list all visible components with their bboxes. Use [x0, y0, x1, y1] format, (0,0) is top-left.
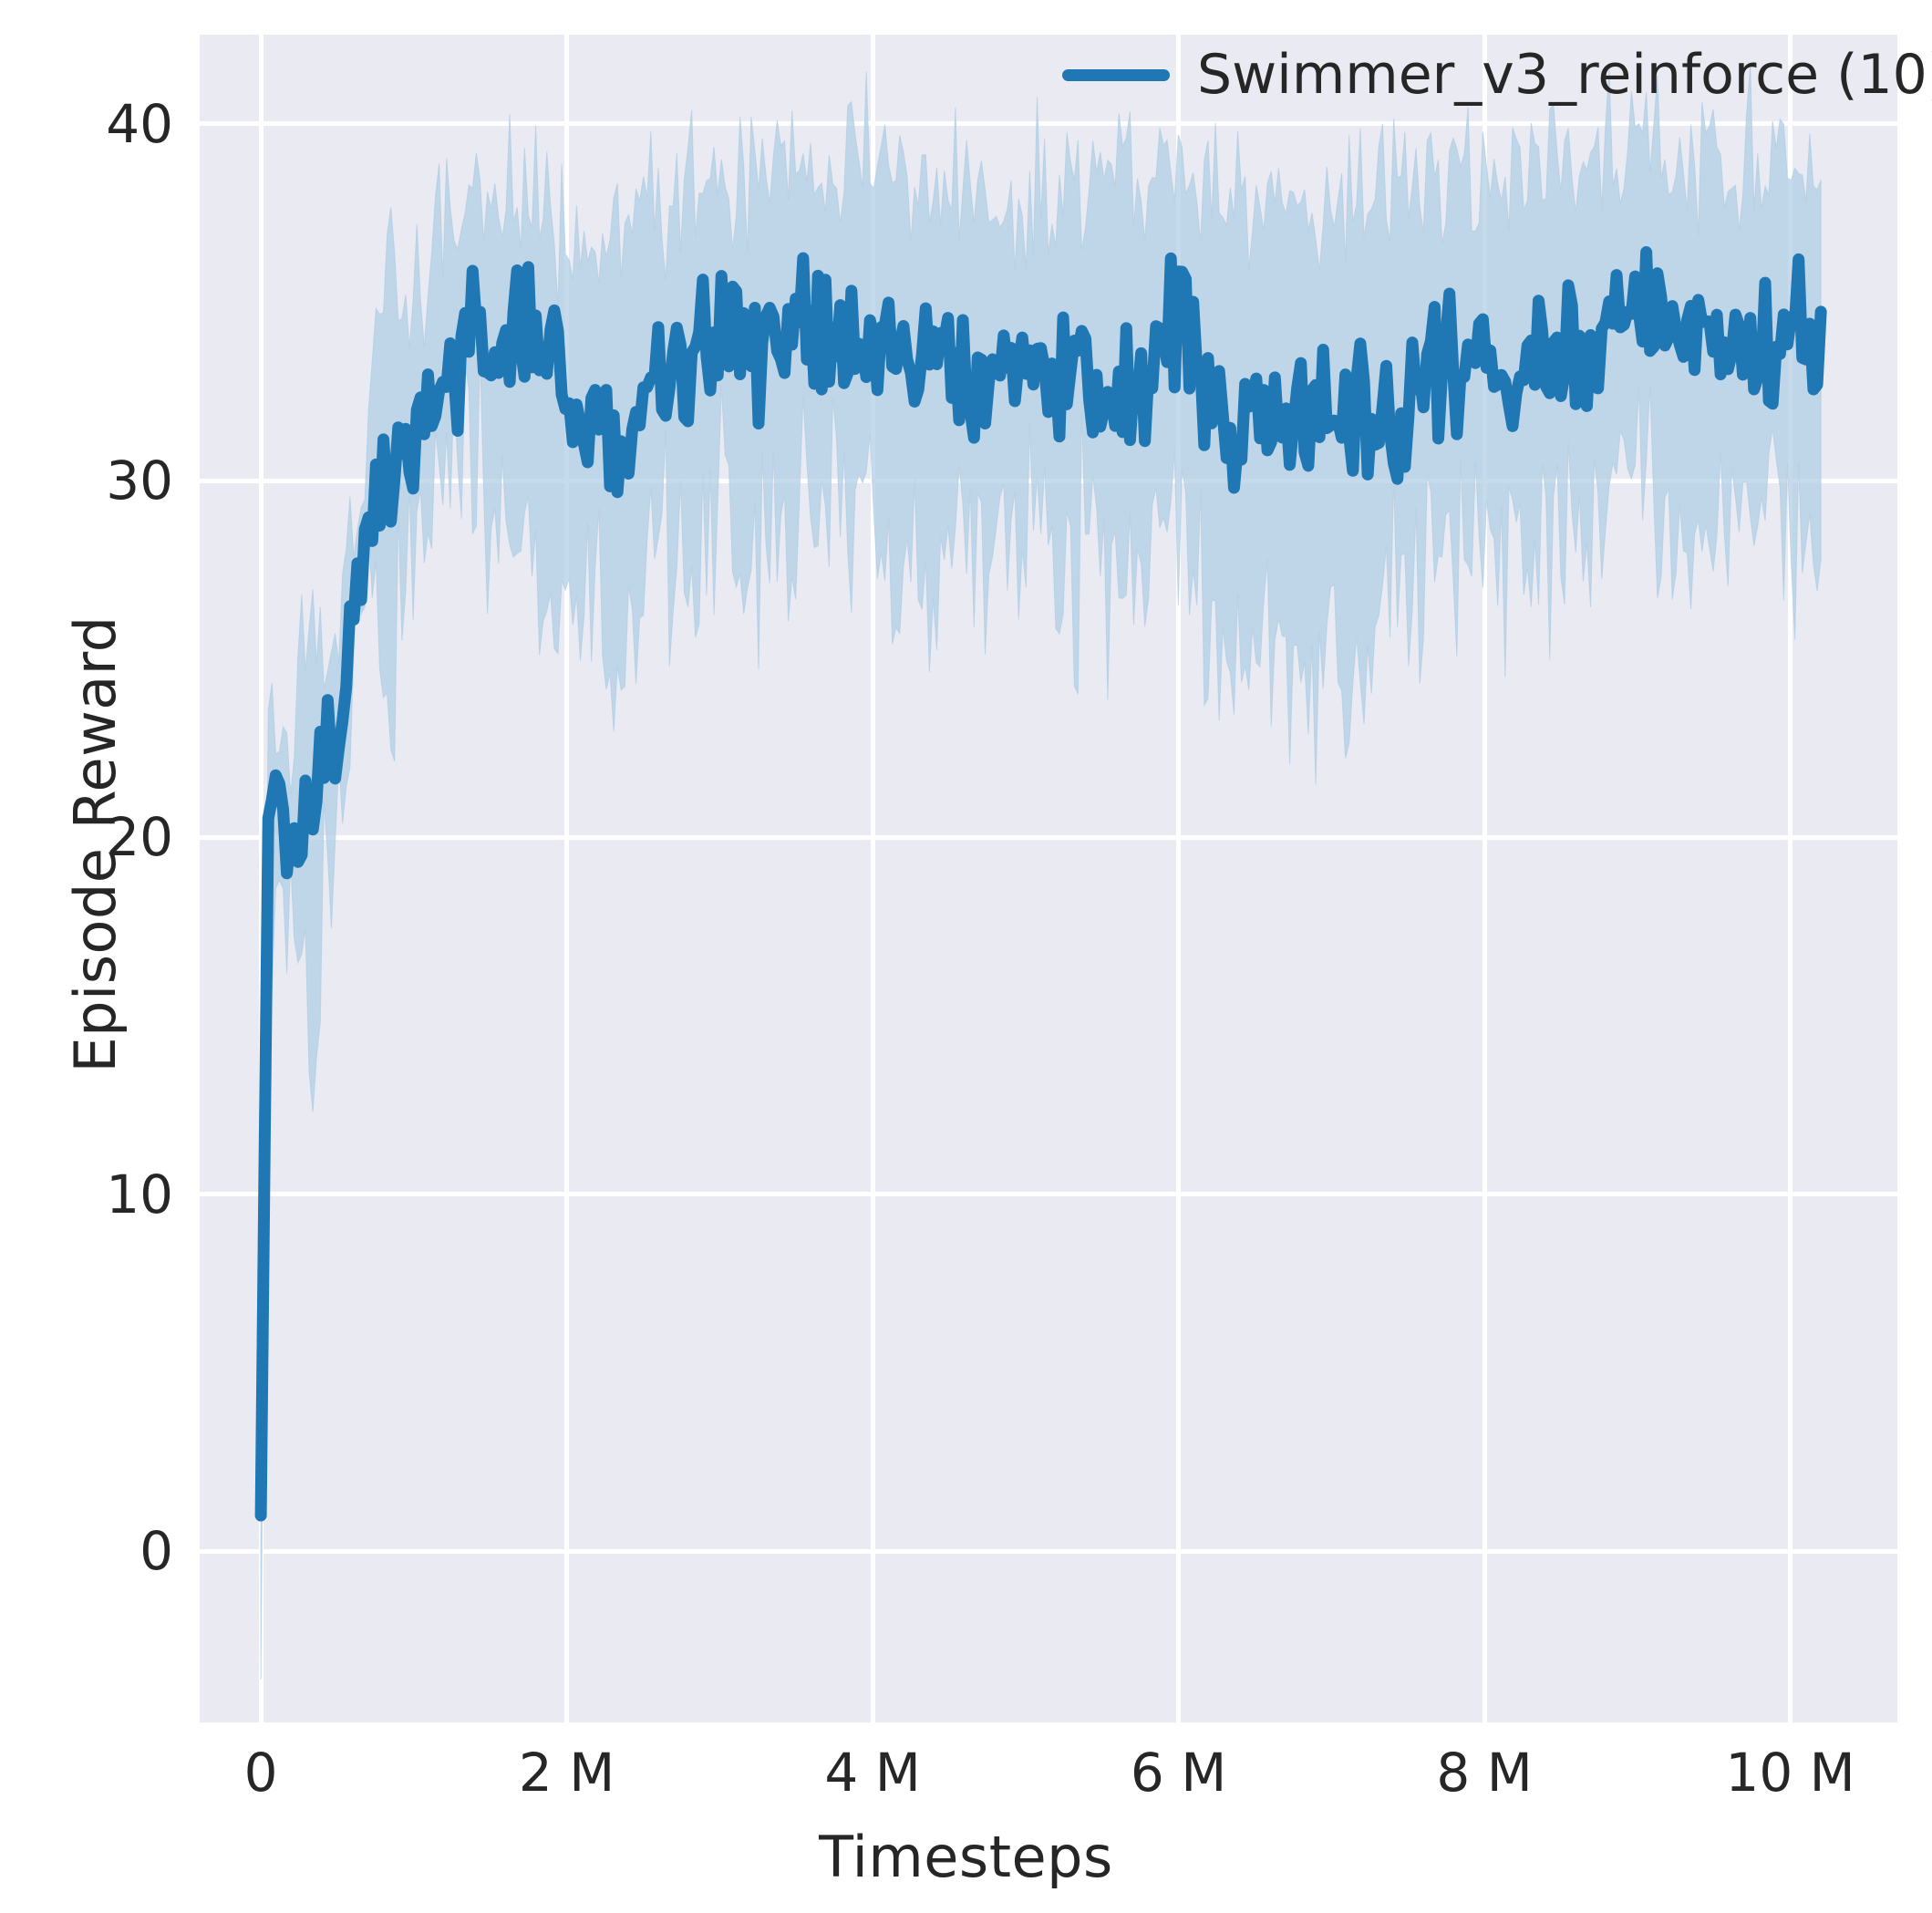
gridline-horizontal: [200, 1548, 1897, 1554]
x-tick-label: 8 M: [1436, 1742, 1533, 1804]
y-axis-title: Episode Reward: [62, 615, 129, 1073]
x-axis-title: Timesteps: [819, 1824, 1113, 1890]
confidence-band: [260, 65, 1822, 1680]
gridline-vertical: [1788, 35, 1793, 1722]
gridline-vertical: [1482, 35, 1487, 1722]
chart-canvas: [254, 65, 1827, 1680]
gridline-horizontal: [200, 834, 1897, 840]
legend-label: Swimmer_v3_reinforce (10): [1197, 43, 1932, 107]
x-tick-label: 10 M: [1725, 1742, 1855, 1804]
gridline-vertical: [870, 35, 875, 1722]
chart-legend: Swimmer_v3_reinforce (10): [1062, 47, 1932, 102]
x-tick-label: 6 M: [1130, 1742, 1227, 1804]
x-tick-label: 0: [243, 1742, 278, 1804]
y-tick-label: 0: [139, 1520, 173, 1583]
x-tick-label: 4 M: [824, 1742, 921, 1804]
x-tick-label: 2 M: [518, 1742, 615, 1804]
y-tick-label: 10: [106, 1163, 173, 1225]
gridline-vertical: [564, 35, 570, 1722]
gridline-horizontal: [200, 121, 1897, 127]
gridline-vertical: [1176, 35, 1182, 1722]
y-tick-label: 30: [106, 450, 173, 512]
gridline-vertical: [258, 35, 263, 1722]
plot-area: [200, 35, 1897, 1722]
mean-line: [254, 246, 1827, 1522]
gridline-horizontal: [200, 1192, 1897, 1197]
y-tick-label: 40: [106, 92, 173, 155]
y-tick-label: 20: [106, 806, 173, 869]
legend-line-swatch: [1062, 68, 1170, 81]
